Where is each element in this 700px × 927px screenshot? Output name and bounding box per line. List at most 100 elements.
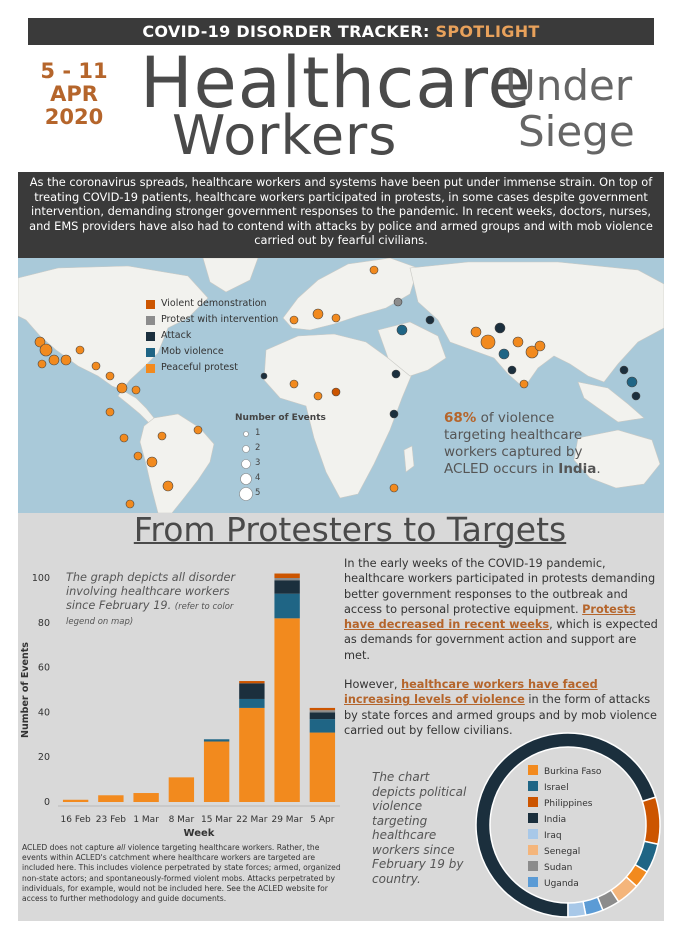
bar-segment bbox=[239, 707, 265, 802]
title-siege: Siege bbox=[518, 107, 635, 156]
legend-protest-with-intervention: Protest with intervention bbox=[146, 312, 278, 328]
x-tick-label: 22 Mar bbox=[236, 815, 268, 825]
event-marker bbox=[75, 345, 85, 355]
event-marker bbox=[119, 433, 129, 443]
donut-legend-swatch bbox=[528, 765, 538, 775]
donut-legend-swatch bbox=[528, 845, 538, 855]
donut-slice bbox=[641, 796, 661, 846]
x-tick-label: 29 Mar bbox=[271, 815, 303, 825]
bar-segment bbox=[309, 732, 336, 802]
landmasses bbox=[18, 258, 664, 513]
legend-swatch bbox=[146, 299, 155, 309]
size-legend-label: 2 bbox=[255, 443, 261, 453]
event-marker bbox=[369, 265, 379, 275]
bar-segment bbox=[239, 698, 265, 708]
donut-legend-label: India bbox=[544, 815, 567, 825]
donut-legend-item: Uganda bbox=[528, 877, 579, 889]
para2-highlight: healthcare workers have faced increasing… bbox=[344, 678, 598, 707]
event-marker bbox=[48, 354, 60, 366]
disclaimer-emphasis: all bbox=[116, 843, 126, 852]
bar-segment bbox=[62, 799, 89, 802]
donut-legend-swatch bbox=[528, 797, 538, 807]
india-stat: 68% of violence targeting healthcare wor… bbox=[444, 410, 604, 478]
southeast-asia bbox=[577, 381, 645, 423]
bar-segment bbox=[168, 777, 195, 802]
donut-legend-item: Philippines bbox=[528, 797, 593, 809]
bar-segment bbox=[309, 707, 336, 711]
legend-label: Peaceful protest bbox=[161, 362, 238, 373]
bar-segment bbox=[98, 795, 124, 802]
event-marker bbox=[498, 348, 510, 360]
y-tick-label: 80 bbox=[38, 618, 50, 629]
event-marker bbox=[470, 326, 482, 338]
event-marker bbox=[507, 365, 517, 375]
event-marker bbox=[525, 345, 539, 359]
donut-legend-label: Sudan bbox=[544, 863, 573, 873]
africa bbox=[263, 333, 413, 499]
section-title: From Protesters to Targets bbox=[133, 510, 567, 549]
donut-legend-label: Philippines bbox=[544, 799, 593, 809]
disclaimer: ACLED does not capture all violence targ… bbox=[22, 843, 342, 904]
event-marker bbox=[91, 361, 101, 371]
size-legend-label: 3 bbox=[255, 458, 261, 468]
legend-label: Protest with intervention bbox=[161, 314, 279, 325]
event-marker bbox=[289, 315, 299, 325]
x-tick-label: 15 Mar bbox=[201, 815, 233, 825]
south-america bbox=[139, 413, 215, 513]
greenland bbox=[202, 258, 259, 293]
donut-chart-caption: The chart depicts political violence tar… bbox=[372, 770, 467, 886]
size-legend-circles bbox=[239, 431, 253, 501]
event-marker bbox=[105, 371, 115, 381]
y-tick-label: 0 bbox=[44, 797, 50, 808]
date-year: 2020 bbox=[44, 105, 104, 129]
title-workers: Workers bbox=[172, 104, 398, 167]
event-marker bbox=[116, 382, 128, 394]
event-marker bbox=[131, 385, 141, 395]
bar-caption-text: The graph depicts all disorder involving… bbox=[66, 571, 236, 612]
event-marker bbox=[105, 407, 115, 417]
bar-segment bbox=[274, 573, 300, 578]
event-marker bbox=[391, 369, 401, 379]
x-tick-label: 8 Mar bbox=[169, 815, 195, 825]
donut-legend-label: Burkina Faso bbox=[544, 767, 602, 777]
event-marker bbox=[389, 483, 399, 493]
event-markers bbox=[34, 265, 641, 509]
event-marker bbox=[193, 425, 203, 435]
legend-swatch bbox=[146, 331, 155, 341]
stat-country: India bbox=[558, 461, 597, 477]
event-marker bbox=[480, 334, 496, 350]
disclaimer-text-b: violence targeting healthcare workers. R… bbox=[22, 843, 341, 904]
event-marker bbox=[39, 343, 53, 357]
donut-slice bbox=[567, 900, 587, 918]
event-marker bbox=[313, 391, 323, 401]
event-marker bbox=[289, 379, 299, 389]
bar-segment bbox=[133, 793, 159, 802]
donut-legend-swatch bbox=[528, 813, 538, 823]
donut-legend-label: Uganda bbox=[544, 879, 579, 889]
event-marker bbox=[494, 322, 506, 334]
stat-percent: 68% bbox=[444, 410, 477, 426]
x-tick-label: 16 Feb bbox=[61, 815, 92, 825]
para1-text-c: , which is expected as demands for gover… bbox=[344, 618, 658, 662]
event-marker bbox=[60, 354, 72, 366]
donut-legend-item: Senegal bbox=[528, 845, 580, 857]
legend-swatch bbox=[146, 315, 155, 325]
date-block: 5 - 11 APR 2020 bbox=[38, 60, 110, 129]
y-tick-label: 20 bbox=[38, 752, 50, 763]
donut-legend-label: Iraq bbox=[544, 831, 562, 841]
australia bbox=[573, 429, 661, 489]
bar-segment bbox=[274, 578, 300, 581]
bar-segment bbox=[274, 580, 300, 594]
event-marker bbox=[389, 409, 399, 419]
stat-text: of violence targeting healthcare workers… bbox=[444, 410, 583, 477]
para1-text-a: In the early weeks of the COVID-19 pande… bbox=[344, 557, 656, 616]
event-marker bbox=[260, 372, 268, 380]
event-marker bbox=[512, 336, 524, 348]
size-legend-circle bbox=[239, 487, 253, 501]
x-tick-label: 5 Apr bbox=[310, 815, 334, 825]
x-tick-label: 1 Mar bbox=[133, 815, 159, 825]
spotlight-banner: COVID-19 DISORDER TRACKER: SPOTLIGHT bbox=[28, 18, 654, 45]
event-marker bbox=[626, 376, 638, 388]
banner-title: COVID-19 DISORDER TRACKER: bbox=[142, 22, 436, 41]
disclaimer-text-a: ACLED does not capture bbox=[22, 843, 117, 852]
